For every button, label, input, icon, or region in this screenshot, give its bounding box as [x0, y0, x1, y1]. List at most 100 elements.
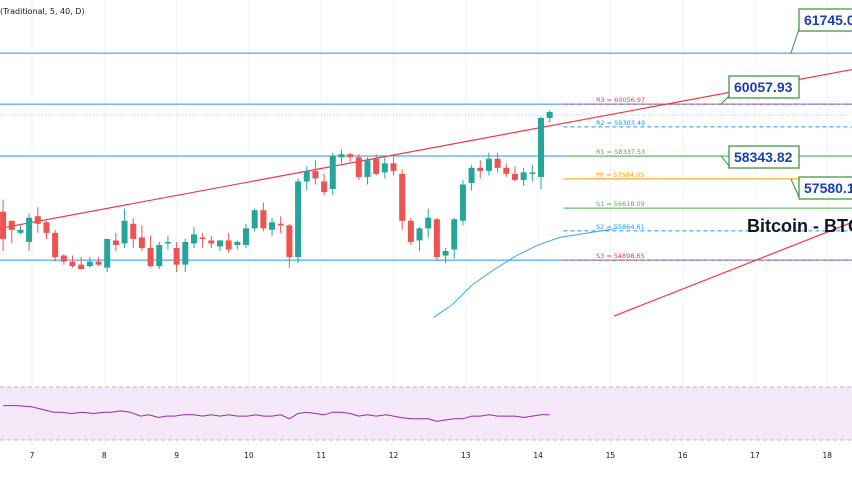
candle-body [520, 172, 527, 180]
callout-box [728, 145, 800, 169]
candle-body [286, 225, 293, 258]
candlesticks [0, 110, 553, 273]
price-callouts: 61745.0 60057.93 58343.82 57580.1 [720, 8, 852, 200]
candle-body [451, 219, 458, 250]
candle-body [60, 255, 67, 262]
candle-body [69, 261, 76, 267]
candle-body [485, 158, 492, 171]
pivot-label: R1 = 58337.53 [596, 148, 645, 156]
x-tick-label: 9 [174, 451, 179, 460]
candle-body [130, 223, 137, 239]
candle-body [381, 163, 388, 173]
candle-body [182, 241, 189, 265]
candle-body [164, 241, 171, 244]
candle-body [225, 240, 232, 250]
callout-box [798, 8, 852, 32]
pivot-label: R2 = 59303.49 [596, 119, 645, 127]
candle-body [494, 158, 501, 168]
x-tick-label: 12 [389, 451, 399, 460]
candle-body [121, 220, 128, 244]
indicator-header: (Traditional, 5, 40, D) [0, 7, 85, 16]
candle-body [329, 155, 336, 190]
pivot-label: PP = 57584.05 [596, 171, 644, 179]
x-tick-label: 13 [461, 451, 471, 460]
callout-label: 60057.93 [734, 79, 793, 95]
x-tick-label: 7 [30, 451, 35, 460]
callout-box [798, 176, 852, 200]
candle-body [511, 173, 518, 180]
candle-body [295, 181, 302, 258]
candle-body [34, 216, 41, 224]
candle-body [216, 240, 223, 247]
horizontal-levels [0, 52, 852, 261]
callout-pointer [720, 95, 730, 105]
candle-body [190, 234, 197, 244]
candle-body [338, 154, 345, 158]
rsi-band [0, 387, 852, 440]
x-axis: 7 8 9 10 11 12 13 14 15 16 17 18 [30, 451, 833, 460]
candle-body [373, 158, 380, 174]
candle-body [138, 237, 145, 248]
candle-body [52, 232, 59, 258]
x-tick-label: 14 [533, 451, 543, 460]
rsi-line [3, 405, 550, 422]
pivot-label: S2 = 55864.61 [596, 223, 645, 231]
candle-body [407, 220, 414, 242]
candle-body [17, 229, 24, 233]
pivot-label: R3 = 60056.97 [596, 96, 645, 104]
candle-body [95, 261, 102, 265]
candle-body [459, 184, 466, 221]
ma-line [433, 227, 618, 319]
candle-body [529, 172, 536, 174]
candle-body [390, 163, 397, 171]
callout-box [728, 75, 800, 99]
lower-trendline [613, 221, 852, 317]
candle-body [243, 228, 250, 245]
candle-body [234, 241, 241, 245]
candle-body [173, 248, 180, 265]
candle-body [355, 157, 362, 177]
candle-body [442, 251, 449, 256]
candle-body [8, 220, 15, 230]
candle-body [156, 244, 163, 267]
candle-body [477, 167, 484, 171]
upper-trendline [0, 68, 852, 229]
callout-pointer [790, 178, 800, 198]
pivot-label: S1 = 56618.09 [596, 200, 645, 208]
rsi-pane [0, 386, 852, 441]
candle-body [399, 173, 406, 221]
candle-body [433, 219, 440, 258]
x-tick-label: 10 [244, 451, 254, 460]
callout-label: 61745.0 [804, 12, 852, 28]
candle-body [112, 240, 119, 245]
candle-body [312, 170, 319, 179]
candle-body [208, 240, 215, 244]
candle-body [364, 160, 371, 177]
callout-pointer [790, 28, 800, 54]
moving-average [433, 227, 618, 319]
candle-body [43, 222, 50, 233]
x-tick-label: 16 [678, 451, 688, 460]
candle-body [303, 170, 310, 182]
candle-body [260, 210, 267, 229]
x-tick-label: 18 [823, 451, 833, 460]
callout-pointer [720, 155, 730, 167]
candle-body [104, 238, 111, 268]
callout-label: 57580.1 [804, 180, 852, 196]
chart-title: Bitcoin - BTC [747, 216, 852, 236]
pivot-label: S3 = 54898.65 [596, 252, 645, 260]
candle-body [0, 211, 7, 239]
pivot-levels: R3 = 60056.97 R2 = 59303.49 R1 = 58337.53 P… [563, 96, 852, 261]
x-tick-label: 15 [606, 451, 616, 460]
x-tick-label: 8 [102, 451, 107, 460]
callout-label: 58343.82 [734, 149, 793, 165]
candle-body [425, 217, 432, 229]
candle-body [86, 261, 93, 267]
x-tick-label: 11 [316, 451, 326, 460]
candle-body [416, 228, 423, 241]
candle-body [277, 223, 284, 226]
candle-body [78, 264, 85, 270]
candle-body [269, 222, 276, 230]
candle-body [546, 111, 553, 118]
